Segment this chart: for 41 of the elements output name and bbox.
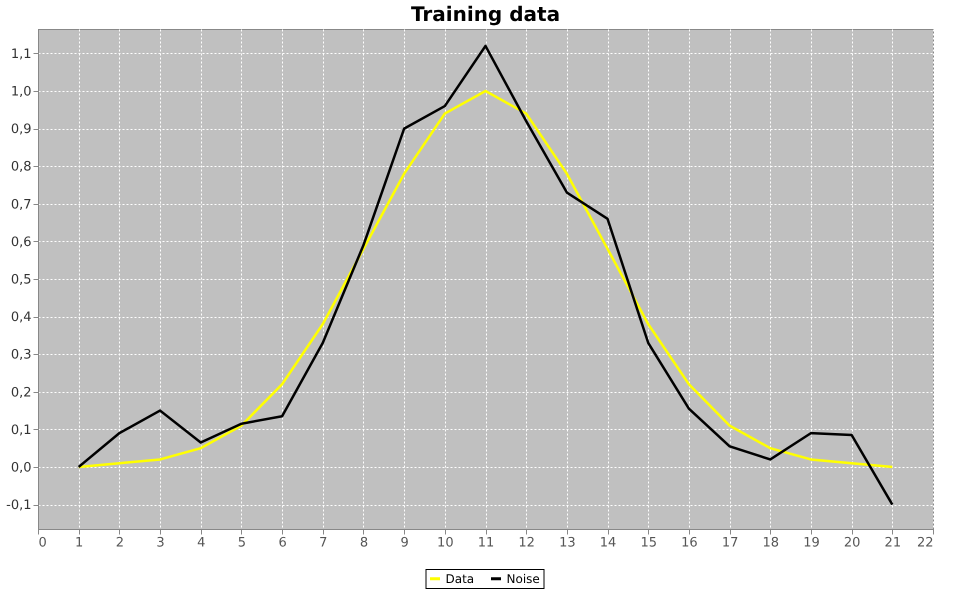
- x-tick-label: 16: [681, 536, 698, 550]
- x-tick-label: 10: [437, 536, 454, 550]
- x-tick-label: 8: [360, 536, 368, 550]
- x-tick-label: 15: [640, 536, 657, 550]
- y-tick-label: 1,0: [10, 84, 32, 100]
- x-tick-label: 19: [803, 536, 820, 550]
- y-tick-label: 1,1: [10, 46, 32, 62]
- x-tick-label: 11: [478, 536, 494, 550]
- y-tick-label: 0,1: [10, 422, 32, 438]
- y-tick-label: 0,6: [10, 234, 32, 250]
- x-tick-label: 6: [278, 536, 287, 550]
- y-tick-label: -0,1: [6, 498, 32, 514]
- y-tick-label: 0,0: [10, 460, 32, 476]
- x-tick-label: 22: [916, 536, 934, 550]
- x-tick-label: 9: [400, 536, 409, 550]
- x-tick-label: 12: [518, 536, 535, 550]
- x-tick-label: 0: [38, 536, 47, 550]
- y-tick-label: 0,7: [10, 197, 32, 212]
- y-tick-label: 0,9: [10, 122, 32, 138]
- y-tick-label: 0,3: [10, 348, 32, 363]
- x-tick-label: 20: [844, 536, 860, 550]
- line-series: [77, 44, 894, 506]
- x-tick-label: 4: [197, 536, 206, 550]
- x-tick-label: 18: [762, 536, 780, 550]
- x-tick-label: 5: [238, 536, 246, 550]
- chart-title: Training data: [410, 2, 560, 26]
- x-tick-label: 13: [559, 536, 576, 550]
- x-tick-label: 21: [884, 536, 902, 550]
- x-tick-label: 1: [75, 536, 84, 550]
- line-series: [77, 90, 894, 468]
- y-tick-label: 0,5: [10, 272, 32, 288]
- y-tick-label: 0,4: [10, 310, 32, 326]
- legend-label: Noise: [506, 572, 540, 586]
- legend-label: Data: [446, 572, 474, 586]
- y-tick-label: 0,2: [10, 385, 32, 400]
- x-tick-label: 17: [722, 536, 738, 550]
- x-tick-label: 3: [156, 536, 165, 550]
- x-tick-label: 2: [116, 536, 124, 550]
- x-tick-label: 7: [319, 536, 328, 550]
- x-tick-label: 14: [600, 536, 616, 550]
- y-tick-label: 0,8: [10, 160, 32, 175]
